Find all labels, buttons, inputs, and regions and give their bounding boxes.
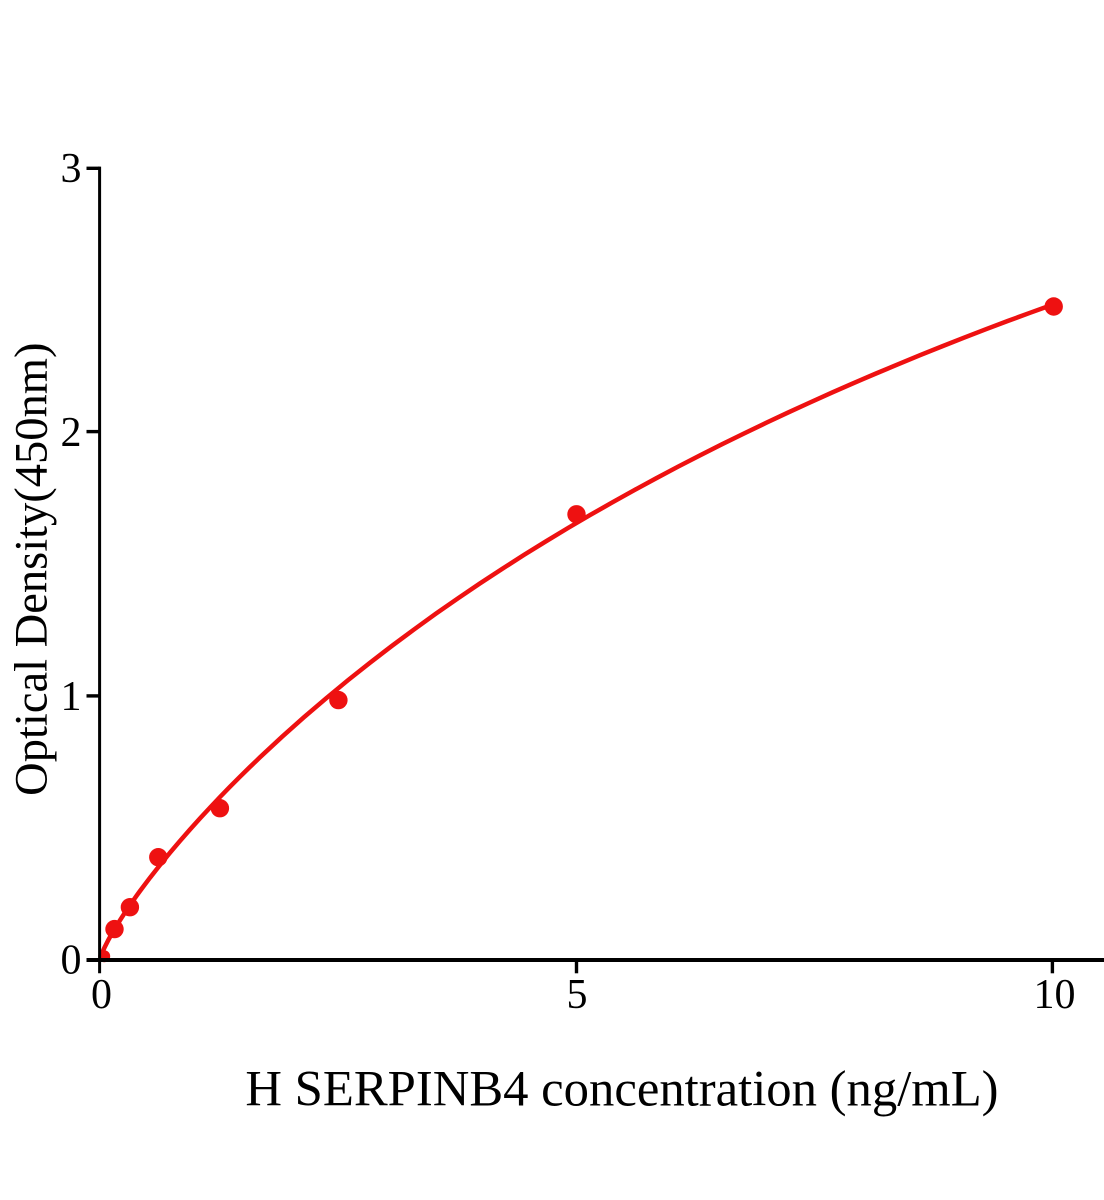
svg-text:H SERPINB4 concentration (ng/m: H SERPINB4 concentration (ng/mL) (245, 1061, 998, 1117)
svg-text:3: 3 (61, 146, 82, 192)
svg-text:10: 10 (1034, 972, 1076, 1018)
svg-text:0: 0 (61, 938, 82, 984)
svg-text:1: 1 (61, 674, 82, 720)
svg-text:Optical Density(450nm): Optical Density(450nm) (7, 343, 58, 796)
svg-text:0: 0 (91, 972, 112, 1018)
svg-text:5: 5 (567, 972, 588, 1018)
svg-text:2: 2 (61, 410, 82, 456)
